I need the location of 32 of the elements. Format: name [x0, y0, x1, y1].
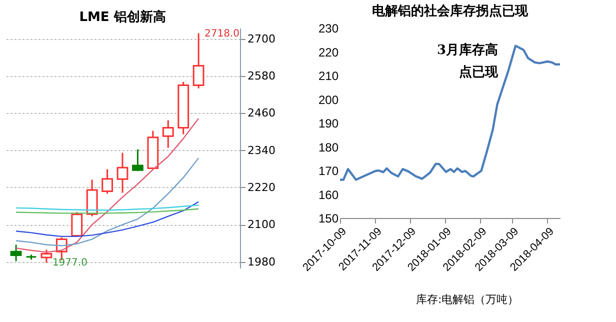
candlestick	[116, 152, 128, 194]
candlestick	[162, 120, 174, 149]
y-tick-label: 160	[318, 188, 339, 202]
candlestick	[71, 211, 83, 237]
chart-title: LME 铝创新高	[79, 9, 166, 25]
y-tick-label: 180	[318, 140, 339, 154]
y-tick-label: 200	[318, 92, 339, 107]
y-tick-label: 170	[318, 164, 339, 178]
candlestick	[102, 168, 113, 194]
y-tick-label: 2340	[248, 144, 276, 157]
y-tick-label: 150	[318, 212, 339, 226]
annotation: 2718.0	[204, 28, 240, 40]
y-tick-label: 210	[318, 69, 339, 83]
y-tick-label: 2220	[248, 180, 276, 194]
candlestick	[192, 32, 204, 90]
candlestick	[10, 244, 22, 262]
y-tick-label: 230	[318, 22, 339, 36]
annotation: 3月库存高点已现	[436, 42, 499, 80]
candlestick	[40, 248, 52, 264]
annotation: 1977.0	[52, 258, 88, 269]
line-series	[338, 44, 562, 181]
y-tick-label: 2700	[248, 32, 276, 46]
y-tick-label: 1980	[248, 255, 276, 268]
y-tick-label: 2580	[248, 70, 276, 82]
y-tick-label: 220	[318, 45, 339, 60]
y-tick-label: 190	[318, 116, 339, 130]
line-series	[15, 201, 200, 238]
y-tick-label: 2460	[248, 106, 276, 120]
chart-title: 电解铝的社会库存拐点已现	[372, 3, 529, 19]
text: 库存:电解铝（万吨）	[416, 293, 519, 306]
candlestick	[132, 148, 144, 172]
y-tick-label: 2100	[248, 218, 276, 232]
